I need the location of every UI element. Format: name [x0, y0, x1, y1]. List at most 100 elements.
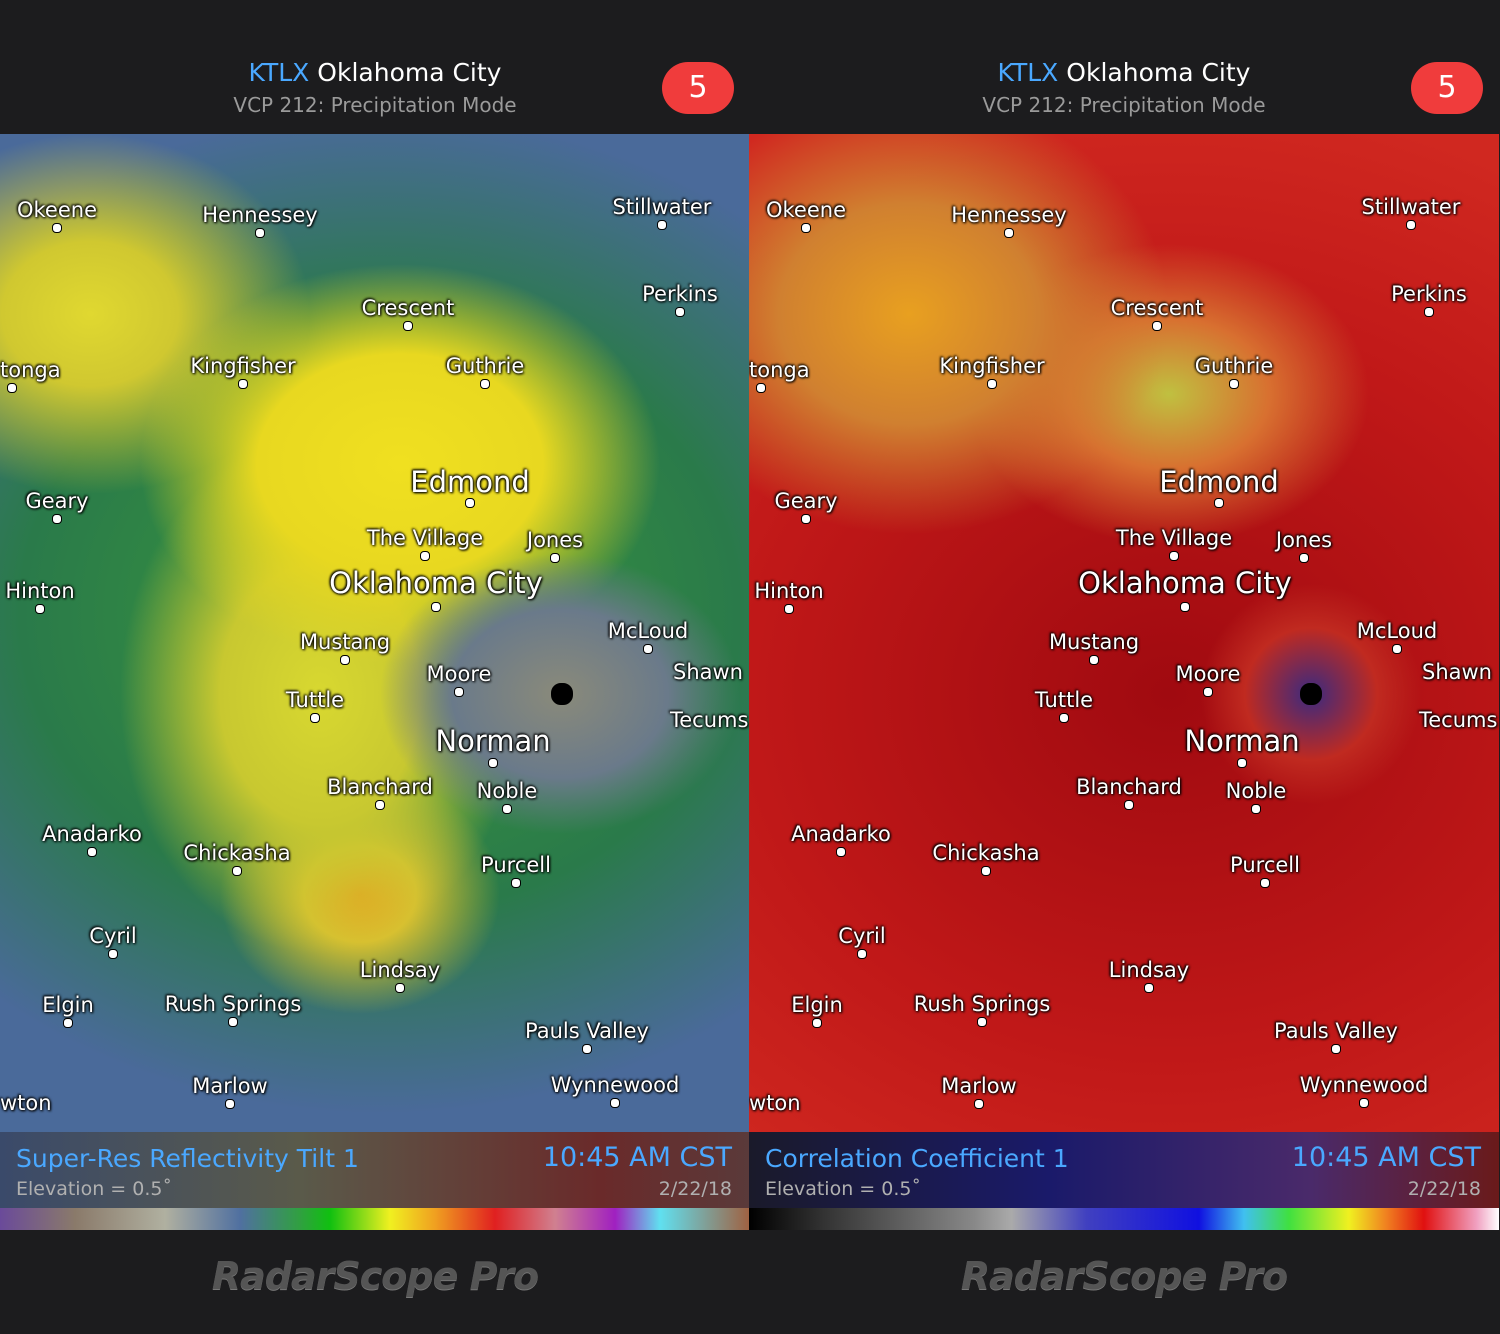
city-label: McLoud — [607, 619, 689, 643]
radar-site — [1300, 683, 1322, 705]
city-dot — [87, 847, 97, 857]
scan-mode: VCP 212: Precipitation Mode — [982, 93, 1266, 117]
city-label: Kingfisher — [939, 354, 1045, 378]
city-dot — [7, 383, 17, 393]
scan-mode: VCP 212: Precipitation Mode — [233, 93, 517, 117]
city-dot — [228, 1017, 238, 1027]
city-dot — [454, 687, 464, 697]
city-dot — [1144, 983, 1154, 993]
alert-badge[interactable]: 5 — [662, 62, 734, 114]
station-title: KTLX Oklahoma City — [0, 58, 750, 87]
product-name: Super-Res Reflectivity Tilt 1 — [16, 1144, 359, 1173]
city-label: Wynnewood — [1299, 1073, 1429, 1097]
station-id[interactable]: KTLX — [997, 58, 1059, 87]
city-label: Elgin — [42, 993, 94, 1017]
city-dot — [1251, 804, 1261, 814]
city-dot — [502, 804, 512, 814]
city-dot — [1214, 498, 1224, 508]
city-label: Cyril — [89, 924, 137, 948]
city-label: Purcell — [1230, 853, 1300, 877]
city-label: Stillwater — [1361, 195, 1461, 219]
city-dot — [35, 604, 45, 614]
city-dot — [550, 553, 560, 563]
radar-map[interactable]: Okeene Hennessey Stillwater Perkins Crescent… — [0, 134, 750, 1132]
city-label: Norman — [435, 724, 551, 758]
city-label: The Village — [1115, 526, 1233, 550]
app-brand: RadarScope Pro — [960, 1254, 1288, 1298]
product-bar[interactable]: Correlation Coefficient 1 Elevation = 0.5… — [749, 1132, 1499, 1208]
city-label: Noble — [476, 779, 538, 803]
city-label: Wynnewood — [550, 1073, 680, 1097]
city-dot — [812, 1018, 822, 1028]
city-dot — [836, 847, 846, 857]
product-bar[interactable]: Super-Res Reflectivity Tilt 1 Elevation =… — [0, 1132, 750, 1208]
city-label: tonga — [0, 358, 61, 382]
scan-time: 10:45 AM CST — [542, 1142, 732, 1173]
city-label: Guthrie — [445, 354, 525, 378]
city-label: Hinton — [754, 579, 824, 603]
city-dot — [488, 758, 498, 768]
city-label: Geary — [774, 489, 838, 513]
city-label: Tecums — [670, 708, 749, 732]
radar-panel: KTLX Oklahoma City VCP 212: Precipitation … — [0, 58, 750, 1298]
city-label: tonga — [749, 358, 810, 382]
city-label: Mustang — [1048, 630, 1140, 654]
city-label: The Village — [366, 526, 484, 550]
city-dot — [1004, 228, 1014, 238]
city-label: Tuttle — [285, 688, 345, 712]
city-label: Pauls Valley — [1274, 1019, 1398, 1043]
city-dot — [1059, 713, 1069, 723]
city-label: Marlow — [941, 1074, 1017, 1098]
city-label: Perkins — [1391, 282, 1467, 306]
product-name: Correlation Coefficient 1 — [765, 1144, 1069, 1173]
city-dot — [1203, 687, 1213, 697]
city-label: Stillwater — [612, 195, 712, 219]
city-label: Anadarko — [791, 822, 891, 846]
scan-date: 2/22/18 — [658, 1178, 732, 1200]
city-dot — [340, 655, 350, 665]
city-dot — [1406, 220, 1416, 230]
station-city[interactable]: Oklahoma City — [317, 58, 502, 87]
radar-map[interactable]: Okeene Hennessey Stillwater Perkins Crescent… — [749, 134, 1499, 1132]
city-label: Guthrie — [1194, 354, 1274, 378]
city-dot — [403, 321, 413, 331]
city-dot — [1331, 1044, 1341, 1054]
city-dot — [784, 604, 794, 614]
app-brand: RadarScope Pro — [211, 1254, 539, 1298]
city-label: Jones — [526, 528, 584, 552]
city-dot — [431, 602, 441, 612]
city-dot — [225, 1099, 235, 1109]
city-label: wton — [749, 1091, 801, 1115]
scan-time: 10:45 AM CST — [1291, 1142, 1481, 1173]
city-label: Moore — [1175, 662, 1241, 686]
city-dot — [657, 220, 667, 230]
city-dot — [1392, 644, 1402, 654]
city-dot — [480, 379, 490, 389]
city-label: Hennessey — [951, 203, 1067, 227]
city-dot — [1260, 878, 1270, 888]
city-dot — [610, 1098, 620, 1108]
elevation: Elevation = 0.5˚ — [765, 1178, 921, 1200]
station-city[interactable]: Oklahoma City — [1066, 58, 1251, 87]
city-dot — [255, 228, 265, 238]
city-dot — [981, 866, 991, 876]
city-dot — [987, 379, 997, 389]
city-dot — [675, 307, 685, 317]
city-label: Chickasha — [932, 841, 1040, 865]
city-label: Rush Springs — [913, 992, 1051, 1016]
city-dot — [1237, 758, 1247, 768]
city-dot — [1152, 321, 1162, 331]
city-dot — [63, 1018, 73, 1028]
city-dot — [1124, 800, 1134, 810]
city-dot — [465, 498, 475, 508]
station-id[interactable]: KTLX — [248, 58, 310, 87]
city-label: Oklahoma City — [1078, 566, 1292, 600]
city-label: Pauls Valley — [525, 1019, 649, 1043]
city-label: Shawn — [1422, 660, 1492, 684]
city-dot — [1299, 553, 1309, 563]
radar-panel: KTLX Oklahoma City VCP 212: Precipitation … — [749, 0, 1499, 1334]
city-label: Kingfisher — [190, 354, 296, 378]
alert-badge[interactable]: 5 — [1411, 62, 1483, 114]
header: KTLX Oklahoma City VCP 212: Precipitation … — [749, 0, 1499, 134]
